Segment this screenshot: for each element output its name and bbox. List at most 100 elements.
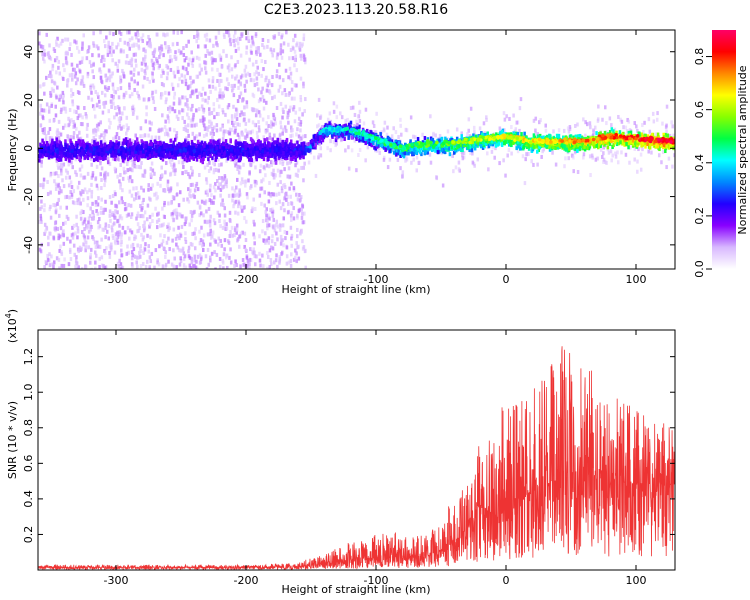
spectrogram-noise-point bbox=[90, 225, 93, 230]
spectrogram-noise-point bbox=[78, 69, 82, 74]
spectrogram-noise-point bbox=[319, 114, 323, 119]
spectrogram-noise-point bbox=[289, 105, 292, 110]
spectrogram-noise-point bbox=[584, 133, 587, 138]
spectrogram-noise-point bbox=[62, 229, 65, 234]
spectrogram-noise-point bbox=[225, 184, 229, 189]
spectrogram-noise-point bbox=[283, 192, 287, 197]
spectrogram-noise-point bbox=[257, 49, 261, 54]
spectrogram-noise-point bbox=[99, 30, 102, 35]
spectrogram-noise-point bbox=[60, 263, 64, 268]
spectrogram-noise-point bbox=[580, 146, 584, 151]
spectrogram-noise-point bbox=[209, 255, 212, 260]
spectrogram-noise-point bbox=[215, 40, 218, 45]
spectrogram-noise-point bbox=[184, 102, 187, 107]
spectrogram-noise-point bbox=[40, 163, 43, 168]
spectrogram-band-point bbox=[102, 156, 105, 161]
spectrogram-noise-point bbox=[209, 131, 213, 136]
spectrogram-noise-point bbox=[237, 79, 241, 84]
spectrogram-noise-point bbox=[269, 160, 273, 165]
spectrogram-noise-point bbox=[154, 135, 158, 140]
spectrogram-noise-point bbox=[292, 257, 296, 262]
spectrogram-noise-point bbox=[57, 119, 61, 124]
spectrogram-noise-point bbox=[252, 78, 256, 83]
spectrogram-noise-point bbox=[91, 138, 94, 143]
spectrogram-noise-point bbox=[86, 71, 90, 76]
spectrogram-noise-point bbox=[228, 234, 232, 239]
spectrogram-noise-point bbox=[118, 119, 122, 124]
spectrogram-band-point bbox=[274, 157, 277, 162]
spectrogram-noise-point bbox=[594, 157, 598, 162]
spectrogram-noise-point bbox=[186, 123, 190, 128]
spectrogram-noise-point bbox=[219, 238, 222, 243]
spectrogram-noise-point bbox=[123, 74, 126, 79]
spectrogram-noise-point bbox=[48, 118, 52, 123]
spectrogram-noise-point bbox=[118, 230, 121, 235]
spectrogram-noise-point bbox=[44, 133, 48, 138]
spectrogram-noise-point bbox=[115, 204, 119, 209]
spectrogram-noise-point bbox=[260, 186, 264, 191]
spectrogram-noise-point bbox=[84, 265, 88, 269]
spectrogram-noise-point bbox=[58, 213, 61, 218]
spectrogram-noise-point bbox=[174, 211, 177, 216]
spectrogram-noise-point bbox=[57, 136, 61, 141]
spectrogram-noise-point bbox=[50, 74, 53, 79]
spectrogram-band-point bbox=[136, 141, 140, 146]
spectrogram-noise-point bbox=[272, 48, 276, 53]
spectrogram-noise-point bbox=[317, 97, 321, 102]
spectrogram-noise-point bbox=[103, 104, 106, 109]
spectrogram-noise-point bbox=[62, 106, 65, 111]
spectrogram-noise-point bbox=[478, 126, 482, 131]
spectrogram-band-point bbox=[520, 132, 523, 137]
spectrogram-noise-point bbox=[233, 188, 237, 193]
spectrogram-band-point bbox=[41, 138, 44, 143]
spectrogram-noise-point bbox=[79, 113, 82, 118]
spectrogram-noise-point bbox=[654, 132, 658, 137]
spectrogram-noise-point bbox=[237, 164, 240, 169]
spectrogram-noise-point bbox=[244, 73, 248, 78]
spectrogram-noise-point bbox=[671, 124, 674, 129]
spectrogram-noise-point bbox=[164, 262, 168, 267]
spectrogram-noise-point bbox=[98, 217, 101, 222]
spectrogram-noise-point bbox=[104, 207, 107, 212]
spectrogram-noise-point bbox=[66, 78, 69, 83]
spectrogram-band-point bbox=[174, 155, 177, 160]
spectrogram-noise-point bbox=[179, 233, 183, 238]
spectrogram-noise-point bbox=[152, 78, 155, 83]
spectrogram-noise-point bbox=[39, 213, 43, 218]
spectrogram-noise-point bbox=[272, 175, 276, 180]
spectrogram-noise-point bbox=[574, 149, 577, 154]
spectrogram-noise-point bbox=[212, 102, 216, 107]
spectrogram-noise-point bbox=[119, 86, 123, 91]
spectrogram-noise-point bbox=[265, 100, 268, 105]
spectrogram-noise-point bbox=[211, 76, 215, 81]
spectrogram-noise-point bbox=[214, 267, 217, 269]
spectrogram-noise-point bbox=[502, 111, 506, 116]
spectrogram-noise-point bbox=[302, 178, 305, 183]
spectrogram-noise-point bbox=[198, 229, 201, 234]
spectrogram-noise-point bbox=[129, 268, 132, 269]
spectrogram-band-point bbox=[305, 142, 309, 147]
spectrogram-noise-point bbox=[104, 222, 108, 227]
spectrogram-noise-point bbox=[358, 100, 361, 105]
spectrogram-noise-point bbox=[97, 46, 100, 51]
spectrogram-noise-point bbox=[636, 128, 639, 133]
spectrogram-noise-point bbox=[73, 39, 76, 44]
spectrogram-noise-point bbox=[127, 203, 130, 208]
spectrogram-noise-point bbox=[300, 165, 303, 170]
spectrogram-band-point bbox=[423, 136, 427, 141]
spectrogram-noise-point bbox=[108, 74, 112, 79]
spectrogram-noise-point bbox=[57, 236, 60, 241]
spectrogram-noise-point bbox=[162, 70, 165, 75]
spectrogram-noise-point bbox=[231, 88, 234, 93]
spectrogram-noise-point bbox=[234, 107, 238, 112]
spectrogram-noise-point bbox=[259, 97, 262, 102]
spectrogram-noise-point bbox=[159, 176, 162, 181]
spectrogram-noise-point bbox=[265, 88, 269, 93]
spectrogram-noise-point bbox=[127, 43, 131, 48]
spectrogram-noise-point bbox=[173, 208, 176, 213]
spectrogram-noise-point bbox=[107, 236, 111, 241]
spectrogram-noise-point bbox=[182, 159, 186, 164]
spectrogram-noise-point bbox=[114, 209, 117, 214]
spectrogram-noise-point bbox=[285, 254, 289, 259]
spectrogram-noise-point bbox=[176, 116, 180, 121]
